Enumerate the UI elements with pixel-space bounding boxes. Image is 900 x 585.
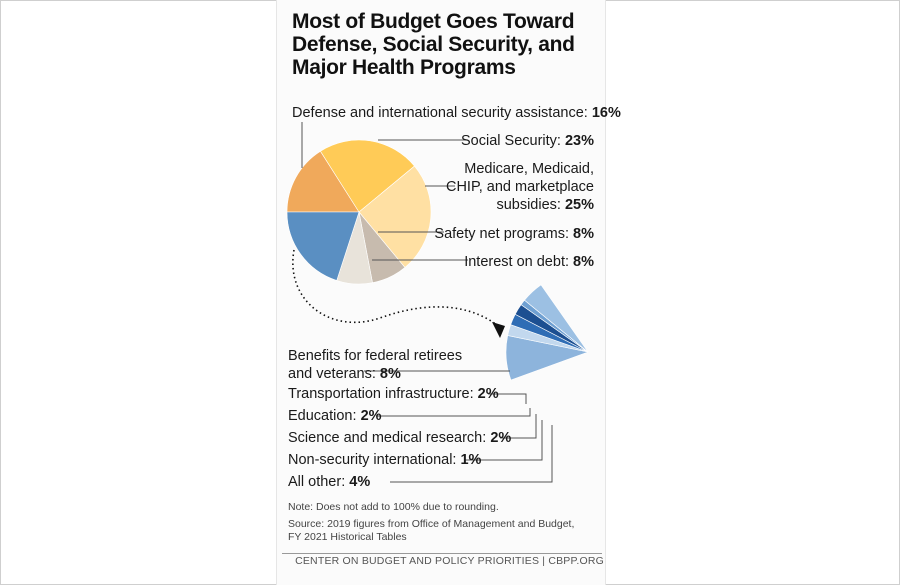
label-retirees-line1: Benefits for federal retirees bbox=[288, 348, 463, 364]
label-science-text: Science and medical research: bbox=[288, 430, 491, 446]
label-social-security-pct: 23% bbox=[564, 133, 594, 149]
label-medicare-line1: Medicare, Medicaid, bbox=[464, 161, 594, 177]
label-transportation-text: Transportation infrastructure: bbox=[288, 386, 478, 402]
label-retirees: Benefits for federal retirees and vetera… bbox=[288, 347, 462, 383]
label-all-other-text: All other: bbox=[288, 474, 350, 490]
label-non-security-text: Non-security international: bbox=[288, 452, 461, 468]
main-pie-slice-2 bbox=[358, 165, 432, 268]
label-defense-pct: 16% bbox=[591, 105, 621, 121]
label-interest-text: Interest on debt: bbox=[464, 254, 574, 270]
label-all-other-pct: 4% bbox=[349, 474, 371, 490]
sub-pie-slice-5 bbox=[524, 284, 589, 353]
label-non-security: Non-security international: 1% bbox=[288, 451, 481, 469]
main-pie-slice-0 bbox=[286, 150, 360, 213]
main-pie-slice-1 bbox=[320, 139, 415, 213]
leader-line-7 bbox=[376, 408, 531, 417]
label-retirees-pct: 8% bbox=[379, 366, 401, 382]
label-defense-text: Defense and international security assis… bbox=[292, 105, 592, 121]
label-interest: Interest on debt: 8% bbox=[464, 253, 594, 271]
label-education-pct: 2% bbox=[360, 408, 382, 424]
label-all-other: All other: 4% bbox=[288, 473, 370, 491]
infographic-panel bbox=[276, 0, 606, 585]
sub-pie bbox=[505, 284, 590, 381]
label-education: Education: 2% bbox=[288, 407, 382, 425]
note-text: Note: Does not add to 100% due to roundi… bbox=[288, 501, 499, 513]
main-pie-slice-5 bbox=[286, 211, 360, 281]
label-safety-net-text: Safety net programs: bbox=[434, 226, 574, 242]
label-social-security-text: Social Security: bbox=[461, 133, 565, 149]
label-medicare: Medicare, Medicaid, CHIP, and marketplac… bbox=[446, 160, 594, 214]
label-non-security-pct: 1% bbox=[460, 452, 482, 468]
label-interest-pct: 8% bbox=[573, 254, 594, 270]
label-retirees-line2: and veterans: bbox=[288, 366, 380, 382]
leader-line-6 bbox=[488, 393, 527, 404]
source-text: Source: 2019 figures from Office of Mana… bbox=[288, 518, 575, 543]
footer-credit: CENTER ON BUDGET AND POLICY PRIORITIES |… bbox=[295, 555, 604, 567]
label-medicare-pct: 25% bbox=[564, 197, 594, 213]
label-education-text: Education: bbox=[288, 408, 361, 424]
label-social-security: Social Security: 23% bbox=[461, 132, 594, 150]
label-science: Science and medical research: 2% bbox=[288, 429, 511, 447]
connector-arrowhead bbox=[492, 322, 505, 338]
label-science-pct: 2% bbox=[490, 430, 512, 446]
label-safety-net: Safety net programs: 8% bbox=[434, 225, 594, 243]
label-transportation: Transportation infrastructure: 2% bbox=[288, 385, 499, 403]
leader-line-9 bbox=[464, 420, 543, 461]
leader-lines bbox=[301, 122, 553, 483]
chart-title: Most of Budget Goes Toward Defense, Soci… bbox=[292, 10, 575, 79]
footer-divider bbox=[282, 553, 602, 554]
label-medicare-line2: CHIP, and marketplace bbox=[445, 179, 594, 195]
leader-line-10 bbox=[390, 425, 553, 483]
label-medicare-line3: subsidies: bbox=[496, 197, 565, 213]
main-pie bbox=[286, 139, 432, 285]
label-safety-net-pct: 8% bbox=[573, 226, 594, 242]
label-transportation-pct: 2% bbox=[477, 386, 499, 402]
label-defense: Defense and international security assis… bbox=[292, 104, 621, 122]
leader-line-8 bbox=[500, 414, 537, 439]
